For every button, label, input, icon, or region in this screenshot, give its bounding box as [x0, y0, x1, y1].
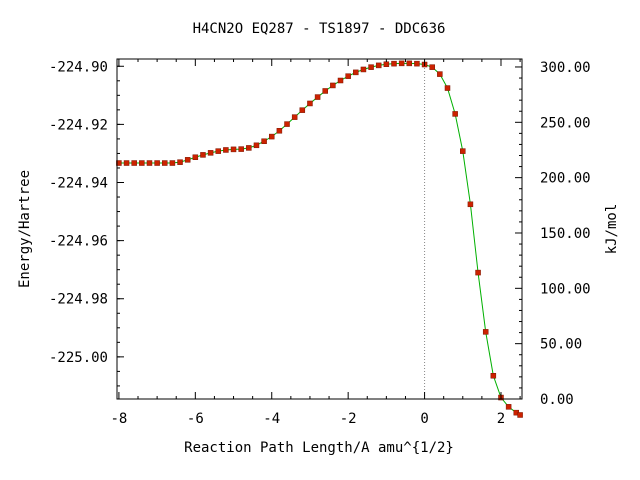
data-point — [299, 107, 306, 113]
data-point — [276, 128, 283, 134]
x-tick-label: -8 — [110, 411, 127, 427]
data-point — [360, 66, 367, 73]
plot-frame — [116, 58, 523, 400]
data-point — [429, 64, 435, 70]
data-point — [391, 60, 397, 67]
data-point — [207, 150, 214, 156]
data-point — [139, 160, 145, 166]
y-tick-label: -224.92 — [49, 117, 108, 133]
y2-tick-label: 250.00 — [540, 115, 591, 131]
data-point — [314, 94, 321, 100]
data-point — [177, 159, 183, 165]
data-point — [375, 62, 382, 69]
y2-axis-ticks: 300.00 250.00 200.00 150.00 100.00 50.00 0.00 — [515, 60, 591, 408]
data-point — [368, 64, 374, 70]
y-tick-label: -225.00 — [49, 350, 108, 366]
data-point — [437, 71, 443, 77]
data-point — [460, 148, 466, 154]
y2-tick-label: 300.00 — [540, 60, 591, 76]
data-point — [192, 154, 199, 160]
data-point — [123, 160, 130, 166]
series-line — [118, 62, 521, 416]
data-point — [116, 160, 122, 166]
data-point — [223, 147, 229, 153]
x-tick-label: -2 — [340, 411, 357, 427]
plot-area — [116, 59, 523, 418]
data-point — [131, 160, 137, 166]
data-point — [406, 60, 413, 67]
y-tick-label: -224.90 — [49, 59, 108, 75]
data-point — [169, 160, 176, 166]
y2-tick-label: 50.00 — [540, 337, 582, 353]
x-tick-label: -6 — [187, 411, 204, 427]
data-point — [253, 142, 260, 149]
x-axis-label: Reaction Path Length/A amu^{1/2} — [184, 440, 454, 456]
data-point — [291, 114, 298, 120]
y-axis-ticks: -224.90 -224.92 -224.94 -224.96 -224.98 -225.… — [49, 59, 124, 387]
data-point — [215, 148, 221, 154]
y2-tick-label: 0.00 — [540, 392, 574, 408]
data-point — [307, 100, 313, 107]
y-axis-label: Energy/Hartree — [17, 170, 33, 288]
data-point — [284, 121, 290, 127]
y-tick-label: -224.98 — [49, 292, 108, 308]
y2-tick-label: 150.00 — [540, 226, 591, 242]
data-point — [345, 73, 351, 79]
x-tick-label: 0 — [420, 411, 428, 427]
data-point — [414, 60, 420, 67]
data-point — [246, 145, 252, 151]
data-point — [398, 60, 405, 67]
y2-tick-label: 200.00 — [540, 171, 591, 187]
x-tick-label: 2 — [497, 411, 505, 427]
y-tick-label: -224.96 — [49, 234, 108, 250]
x-axis-ticks: -8 -6 -4 -2 0 2 — [110, 59, 521, 427]
data-point — [467, 201, 474, 208]
data-point — [146, 160, 153, 166]
data-point — [261, 138, 267, 144]
y2-tick-label: 100.00 — [540, 281, 591, 297]
data-point — [184, 157, 191, 163]
chart-title: H4CN2O EQ287 - TS1897 - DDC636 — [193, 21, 446, 37]
data-point — [154, 160, 160, 166]
data-point — [322, 88, 328, 94]
data-point — [268, 133, 275, 140]
data-point — [238, 146, 244, 152]
data-point — [475, 269, 481, 276]
x-tick-label: -4 — [263, 411, 280, 427]
data-point — [383, 61, 390, 67]
y-tick-label: -224.94 — [49, 176, 108, 192]
data-point — [452, 111, 458, 117]
data-point — [490, 373, 497, 379]
data-point — [505, 404, 512, 410]
y2-axis-label: kJ/mol — [604, 204, 620, 255]
data-point — [200, 152, 206, 158]
data-point — [230, 146, 237, 153]
data-point — [444, 85, 451, 91]
data-point — [353, 69, 359, 76]
data-point — [162, 160, 168, 166]
data-point — [517, 412, 523, 418]
data-point — [337, 77, 344, 84]
data-point — [482, 329, 489, 335]
data-point — [330, 82, 336, 89]
